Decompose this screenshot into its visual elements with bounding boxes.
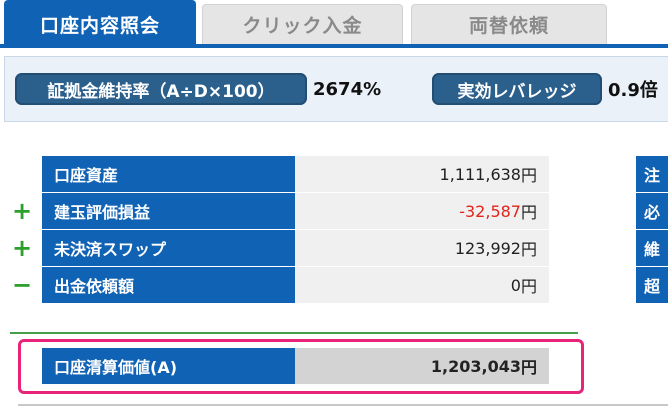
total-label: 口座清算価値(A): [42, 348, 295, 384]
row-label: 建玉評価損益: [42, 193, 295, 229]
highlight-box: [18, 339, 584, 394]
tab-click-deposit[interactable]: クリック入金: [202, 4, 403, 44]
row-label: 口座資産: [42, 156, 295, 192]
row-label: 未決済スワップ: [42, 230, 295, 266]
table-row-liquidation-value: 口座清算価値(A) 1,203,043 円: [0, 348, 668, 384]
row-value: -32,587 円: [295, 193, 549, 229]
summary-bar: 証拠金維持率（A÷D×100） 2674% 実効レバレッジ 0.9倍: [4, 56, 668, 122]
margin-rate-label: 証拠金維持率（A÷D×100）: [15, 73, 307, 105]
bottom-divider: [18, 404, 668, 406]
tab-account-inquiry[interactable]: 口座内容照会: [4, 0, 196, 48]
leverage-label: 実効レバレッジ: [432, 73, 602, 105]
value-unit: 円: [520, 358, 537, 377]
value-unit: 円: [520, 203, 537, 222]
value-number: 1,111,638: [439, 164, 521, 184]
minus-icon: −: [11, 271, 33, 299]
right-panel-label: 維: [636, 230, 668, 266]
tab-exchange-request[interactable]: 両替依頼: [411, 4, 607, 44]
value-unit: 円: [520, 277, 537, 296]
tab-underline: [0, 44, 668, 48]
row-label: 出金依頼額: [42, 267, 295, 303]
leverage-value: 0.9倍: [608, 80, 658, 101]
value-number: 0: [510, 275, 521, 295]
tab-bar: 口座内容照会 クリック入金 両替依頼: [0, 0, 668, 48]
right-panel-label: 超: [636, 267, 668, 303]
row-value: 123,992 円: [295, 230, 549, 266]
value-number: 1,203,043: [430, 356, 521, 376]
plus-icon: +: [11, 234, 33, 262]
value-number: 123,992: [454, 238, 521, 258]
plus-icon: +: [11, 197, 33, 225]
value-unit: 円: [520, 166, 537, 185]
table-row-position-pl: + 建玉評価損益 -32,587 円 必: [0, 193, 668, 229]
row-sign: [10, 156, 34, 192]
row-divider: [42, 266, 549, 267]
table-row-account-assets: 口座資産 1,111,638 円 注: [0, 156, 668, 192]
margin-rate-value: 2674%: [313, 78, 382, 100]
total-separator: [10, 332, 578, 334]
row-divider: [42, 229, 549, 230]
right-panel-label: 注: [636, 156, 668, 192]
total-value: 1,203,043 円: [295, 348, 549, 384]
value-unit: 円: [520, 240, 537, 259]
row-divider: [42, 192, 549, 193]
right-panel-label: 必: [636, 193, 668, 229]
row-value: 1,111,638 円: [295, 156, 549, 192]
value-number: -32,587: [459, 201, 521, 221]
table-row-unsettled-swap: + 未決済スワップ 123,992 円 維: [0, 230, 668, 266]
